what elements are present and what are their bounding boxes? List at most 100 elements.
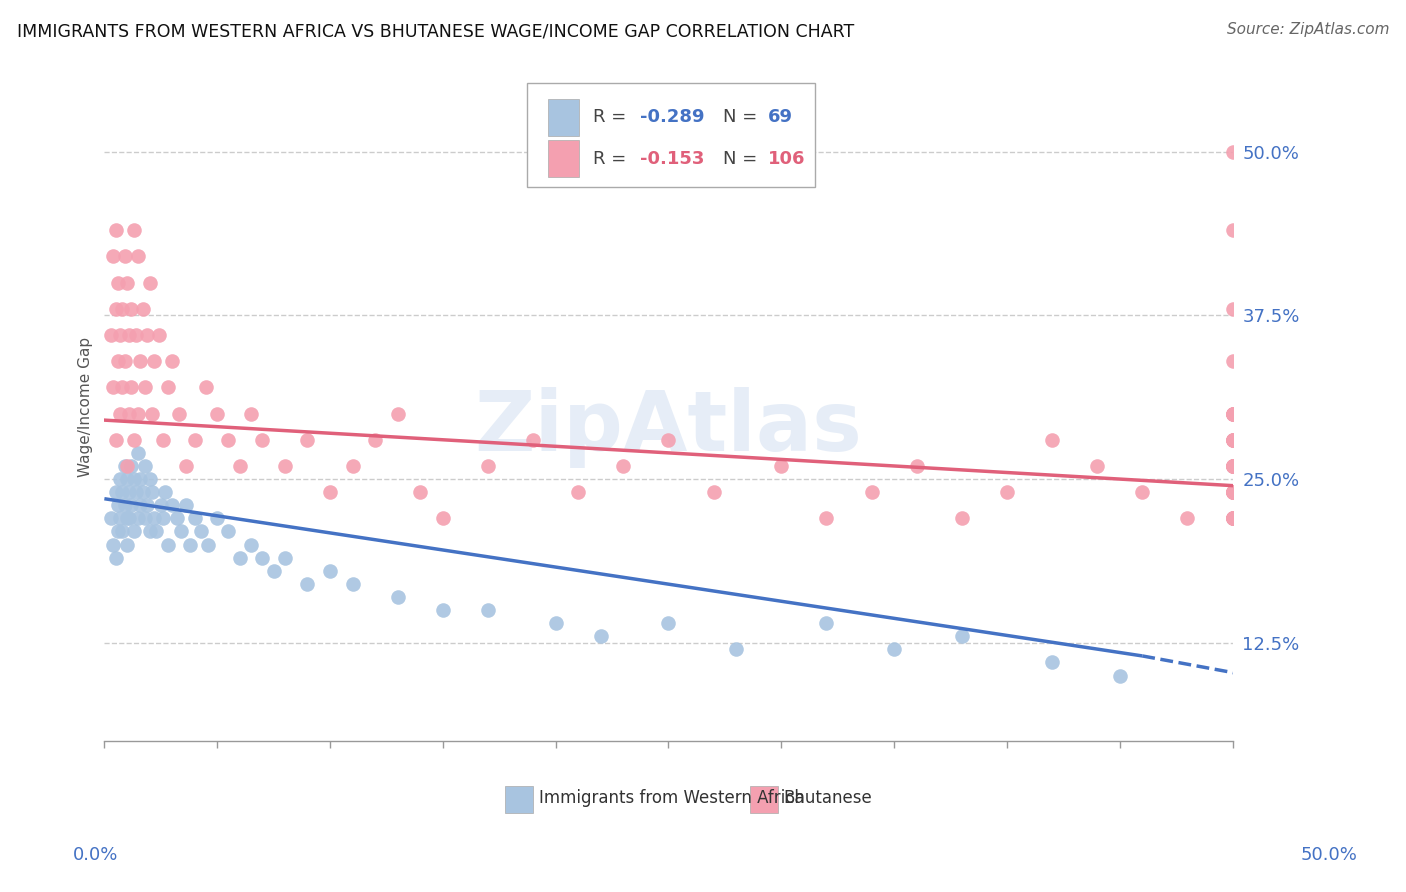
Point: [156, 538, 179, 552]
Point: [1222, 511, 1244, 525]
Point: [104, 550, 127, 565]
FancyBboxPatch shape: [548, 140, 579, 177]
Point: [107, 354, 129, 368]
Point: [1222, 485, 1244, 500]
Point: [111, 524, 134, 539]
Point: [703, 485, 725, 500]
Point: [129, 354, 152, 368]
Point: [129, 472, 152, 486]
Point: [205, 511, 228, 525]
Text: N =: N =: [723, 150, 762, 168]
Point: [1222, 511, 1244, 525]
Point: [122, 472, 145, 486]
Point: [107, 498, 129, 512]
Point: [152, 511, 174, 525]
Point: [240, 538, 263, 552]
Point: [477, 603, 499, 617]
Point: [179, 538, 201, 552]
Point: [950, 629, 973, 643]
Text: Immigrants from Western Africa: Immigrants from Western Africa: [538, 789, 804, 807]
Point: [156, 380, 179, 394]
Point: [145, 524, 167, 539]
Point: [174, 458, 197, 473]
Text: Bhutanese: Bhutanese: [783, 789, 872, 807]
Point: [995, 485, 1018, 500]
Point: [1222, 511, 1244, 525]
Point: [166, 511, 188, 525]
Point: [1222, 511, 1244, 525]
FancyBboxPatch shape: [527, 83, 815, 186]
Point: [218, 524, 240, 539]
Point: [477, 458, 499, 473]
Point: [114, 498, 136, 512]
Point: [1085, 458, 1108, 473]
Point: [108, 511, 131, 525]
Point: [118, 328, 141, 343]
Point: [770, 458, 793, 473]
Point: [104, 223, 127, 237]
Point: [589, 629, 612, 643]
Point: [132, 301, 155, 316]
Point: [1222, 511, 1244, 525]
FancyBboxPatch shape: [548, 99, 579, 136]
Point: [143, 354, 166, 368]
Point: [152, 433, 174, 447]
Point: [1222, 485, 1244, 500]
Point: [1222, 433, 1244, 447]
Point: [1222, 433, 1244, 447]
Point: [132, 485, 155, 500]
Point: [108, 472, 131, 486]
Point: [108, 407, 131, 421]
Text: -0.289: -0.289: [640, 108, 704, 126]
Point: [104, 485, 127, 500]
Point: [612, 458, 634, 473]
Point: [1222, 458, 1244, 473]
Point: [364, 433, 387, 447]
Point: [905, 458, 928, 473]
Point: [107, 524, 129, 539]
Point: [544, 616, 567, 631]
Point: [1222, 407, 1244, 421]
FancyBboxPatch shape: [749, 786, 778, 813]
Point: [122, 223, 145, 237]
Point: [342, 577, 364, 591]
Point: [127, 249, 149, 263]
Point: [1222, 407, 1244, 421]
Text: -0.153: -0.153: [640, 150, 704, 168]
Point: [274, 550, 297, 565]
Point: [1222, 458, 1244, 473]
Point: [1222, 485, 1244, 500]
Text: Source: ZipAtlas.com: Source: ZipAtlas.com: [1226, 22, 1389, 37]
Point: [319, 485, 342, 500]
Point: [1222, 458, 1244, 473]
Point: [522, 433, 544, 447]
Point: [1222, 458, 1244, 473]
Point: [134, 511, 156, 525]
Point: [1222, 485, 1244, 500]
Point: [100, 328, 122, 343]
Point: [120, 380, 142, 394]
Point: [141, 485, 163, 500]
Text: 106: 106: [768, 150, 806, 168]
Point: [107, 276, 129, 290]
Point: [815, 511, 838, 525]
Text: ZipAtlas: ZipAtlas: [474, 386, 862, 467]
Point: [1040, 656, 1063, 670]
Point: [1222, 458, 1244, 473]
Point: [1222, 485, 1244, 500]
Text: IMMIGRANTS FROM WESTERN AFRICA VS BHUTANESE WAGE/INCOME GAP CORRELATION CHART: IMMIGRANTS FROM WESTERN AFRICA VS BHUTAN…: [17, 22, 853, 40]
Point: [725, 642, 748, 657]
Point: [1222, 511, 1244, 525]
Point: [297, 577, 319, 591]
Point: [252, 550, 274, 565]
Point: [815, 616, 838, 631]
Point: [134, 458, 156, 473]
Point: [111, 380, 134, 394]
Point: [143, 511, 166, 525]
Text: 0.0%: 0.0%: [73, 846, 118, 863]
Y-axis label: Wage/Income Gap: Wage/Income Gap: [79, 337, 93, 477]
Point: [148, 328, 170, 343]
Point: [170, 524, 193, 539]
Point: [136, 498, 159, 512]
Point: [657, 616, 679, 631]
